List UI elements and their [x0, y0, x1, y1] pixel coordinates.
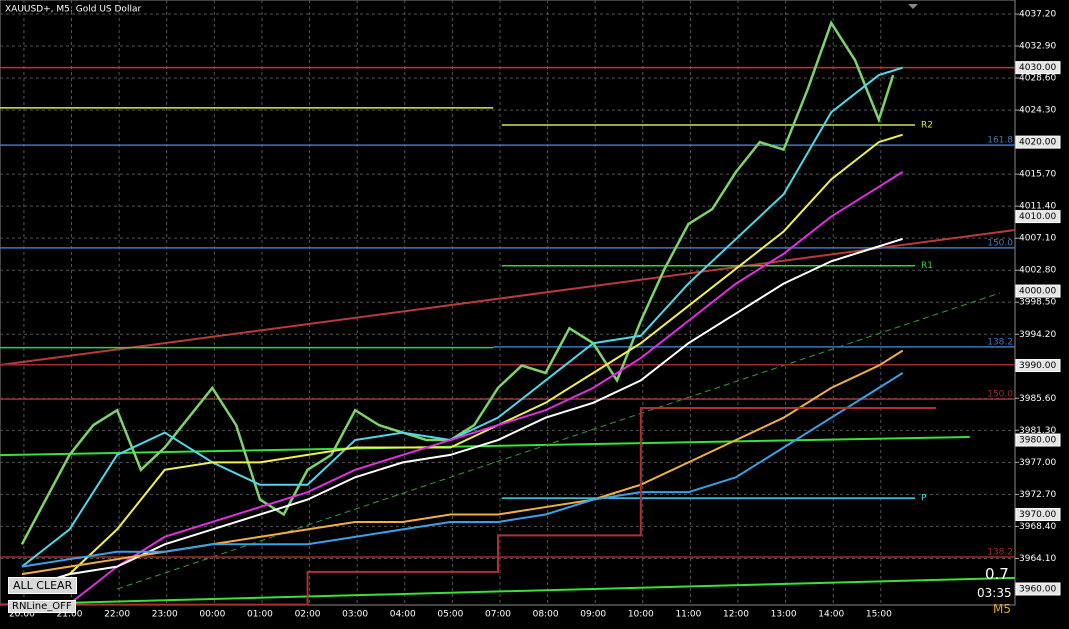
series-line — [20, 20, 895, 545]
price-box — [1015, 284, 1061, 298]
x-tick-label: 10:00 — [628, 610, 654, 620]
x-tick-label: 03:00 — [342, 610, 368, 620]
price-box — [1015, 433, 1061, 447]
series-line — [21, 66, 903, 568]
price-box — [1015, 359, 1061, 373]
y-tick-label: 3964.10 — [1019, 554, 1056, 564]
y-tick-label: 4011.40 — [1019, 202, 1056, 212]
price-box-label: 3990.00 — [1019, 361, 1056, 371]
x-tick-label: 09:00 — [580, 610, 606, 620]
series-line — [0, 407, 936, 606]
chart-title: XAUUSD+, M5: Gold US Dollar — [5, 5, 141, 15]
price-box-label: 4030.00 — [1019, 63, 1056, 73]
price-box — [1015, 582, 1061, 596]
x-tick-label: 23:00 — [152, 610, 178, 620]
level-label: R2 — [921, 120, 933, 130]
level-label: R1 — [921, 261, 933, 271]
y-tick-label: 4002.80 — [1019, 266, 1056, 276]
x-tick-label: 20:00 — [9, 610, 35, 620]
y-tick-label: 3972.70 — [1019, 490, 1056, 500]
level-label: P — [921, 494, 927, 504]
level-label: 150.0 — [987, 238, 1013, 248]
price-box-label: 3980.00 — [1019, 436, 1056, 446]
level-label: 138.2 — [987, 337, 1013, 347]
price-box-label: 3970.00 — [1019, 510, 1056, 520]
shift-marker — [908, 4, 918, 9]
y-tick-label: 4037.20 — [1019, 10, 1056, 20]
price-box — [1015, 210, 1061, 224]
price-box-label: 4000.00 — [1019, 287, 1056, 297]
x-tick-label: 00:00 — [199, 610, 225, 620]
x-tick-label: 02:00 — [295, 610, 321, 620]
series-line — [21, 133, 903, 590]
y-tick-label: 4024.30 — [1019, 106, 1056, 116]
y-tick-label: 3977.00 — [1019, 458, 1056, 468]
x-tick-label: 08:00 — [533, 610, 559, 620]
series-line — [21, 237, 903, 590]
series-line — [21, 171, 904, 605]
x-tick-label: 07:00 — [485, 610, 511, 620]
price-box-label: 4010.00 — [1019, 212, 1056, 222]
y-tick-label: 4007.10 — [1019, 234, 1056, 244]
level-label: 161.8 — [987, 136, 1013, 146]
x-tick-label: 01:00 — [247, 610, 273, 620]
level-label: 150.0 — [987, 390, 1013, 400]
y-tick-label: 4032.90 — [1019, 42, 1056, 52]
x-tick-label: 14:00 — [818, 610, 844, 620]
y-tick-label: 4028.60 — [1019, 74, 1056, 84]
price-box — [1015, 135, 1061, 149]
series-line — [21, 372, 904, 568]
level-label: 138.2 — [987, 547, 1013, 557]
x-tick-label: 11:00 — [675, 610, 701, 620]
x-tick-label: 13:00 — [771, 610, 797, 620]
y-tick-label: 3968.40 — [1019, 522, 1056, 532]
price-box-label: 4020.00 — [1019, 138, 1056, 148]
trendline — [0, 436, 970, 457]
trendline — [116, 292, 1000, 590]
x-tick-label: 22:00 — [104, 610, 130, 620]
x-tick-label: 04:00 — [390, 610, 416, 620]
timeframe: M5 — [993, 602, 1011, 616]
x-tick-label: 15:00 — [866, 610, 892, 620]
button[interactable]: RNLine_OFF — [8, 600, 76, 613]
x-tick-label: 12:00 — [723, 610, 749, 620]
price-box — [1015, 508, 1061, 522]
spread: 0.7 — [985, 565, 1009, 583]
y-tick-label: 3981.30 — [1019, 426, 1056, 436]
price-box-label: 3960.00 — [1019, 584, 1056, 594]
y-tick-label: 4015.70 — [1019, 170, 1056, 180]
y-tick-label: 3985.60 — [1019, 394, 1056, 404]
y-tick-label: 3998.50 — [1019, 298, 1056, 308]
y-tick-label: 3994.20 — [1019, 330, 1056, 340]
button[interactable]: ALL CLEAR — [8, 577, 78, 594]
price-box — [1015, 61, 1061, 75]
bar-timer: 03:35 — [977, 586, 1012, 600]
x-tick-label: 05:00 — [437, 610, 463, 620]
trendline — [0, 229, 1016, 367]
x-tick-label: 21:00 — [57, 610, 83, 620]
trendline — [0, 576, 1016, 606]
